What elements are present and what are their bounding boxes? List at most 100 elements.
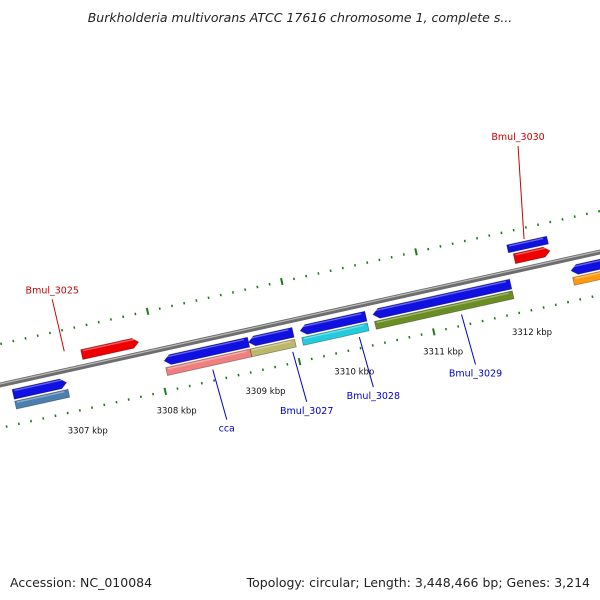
scale-tick [268, 282, 271, 286]
gene-feature[interactable] [299, 310, 368, 335]
tick-layer: 3307 kbp 3308 kbp 3309 kbp 3310 kbp 3311 kbp… [0, 209, 600, 436]
scale-tick [200, 381, 203, 385]
scale-tick [134, 312, 137, 316]
gene-arrow[interactable] [374, 290, 515, 330]
scale-tick [493, 316, 496, 320]
gene-feature[interactable] [249, 338, 297, 358]
gene-arrow[interactable] [249, 338, 297, 358]
gene-arrow[interactable] [512, 246, 551, 265]
gene-highlight [376, 292, 509, 324]
scale-tick [237, 373, 240, 377]
gene-arrow[interactable] [570, 255, 600, 275]
scale-tick [359, 346, 362, 350]
scale-tick [585, 212, 588, 216]
backbone-line [0, 249, 600, 388]
scale-tick [24, 337, 27, 340]
scale-tick [183, 301, 186, 305]
scale-tick [109, 318, 112, 321]
gene-arrow[interactable] [11, 378, 68, 400]
scale-tick [292, 277, 296, 281]
scale-tick [500, 231, 503, 235]
scale-tick [476, 236, 479, 240]
scale-tick [274, 365, 277, 369]
gene-feature[interactable] [11, 378, 68, 400]
map-title: Burkholderia multivorans ATCC 17616 chro… [87, 10, 513, 25]
scale-tick [0, 342, 3, 346]
scale-tick [170, 304, 174, 308]
gene-arrow[interactable] [163, 336, 251, 365]
gene-arrow[interactable] [14, 388, 71, 410]
gene-arrow[interactable] [301, 322, 370, 346]
scale-tick [444, 327, 448, 331]
scale-tick [598, 209, 600, 213]
scale-tick [371, 344, 374, 347]
gene-arrow[interactable] [506, 235, 549, 254]
gene-label[interactable]: Bmul_3025 [26, 285, 79, 296]
scale-tick [329, 269, 332, 273]
gene-highlight [508, 237, 544, 247]
scale-tick [457, 325, 460, 328]
scale-tick [231, 291, 235, 294]
scale-tick [383, 341, 387, 345]
scale-tick [261, 368, 264, 372]
gene-arrow[interactable] [372, 278, 513, 319]
accession-text: Accession: NC_010084 [10, 575, 153, 590]
scale-tick [335, 352, 338, 355]
scale-tick [347, 349, 350, 353]
gene-feature[interactable] [372, 278, 513, 319]
scale-tick [145, 307, 150, 315]
scale-tick [286, 362, 289, 366]
gene-feature[interactable] [572, 266, 600, 286]
scale-tick [122, 315, 125, 319]
gene-feature[interactable] [374, 290, 515, 330]
gene-highlight [14, 379, 62, 392]
scale-tick [549, 220, 552, 224]
scale-tick [420, 333, 423, 336]
gene-arrow[interactable] [80, 337, 140, 360]
scale-tick [317, 272, 320, 275]
gene-highlight [301, 312, 362, 328]
kbp-tick-label: 3310 kbp [334, 367, 374, 377]
scale-tick [542, 306, 545, 309]
scale-tick [207, 296, 210, 300]
scale-tick [5, 425, 8, 428]
gene-feature[interactable] [14, 388, 71, 410]
scale-tick [163, 387, 168, 396]
scale-tick [322, 354, 325, 358]
gene-feature[interactable] [512, 246, 551, 265]
scale-tick [54, 414, 57, 418]
gene-label[interactable]: cca [219, 424, 235, 435]
gene-label[interactable]: Bmul_3029 [449, 368, 502, 379]
kbp-tick-label: 3309 kbp [245, 387, 285, 397]
gene-label[interactable]: Bmul_3028 [347, 391, 400, 402]
scale-tick [488, 234, 491, 237]
backbone-highlight [0, 250, 600, 385]
scale-tick [115, 400, 118, 404]
gene-label[interactable]: Bmul_3030 [491, 132, 544, 143]
gene-feature[interactable] [247, 327, 295, 347]
scale-tick [152, 392, 155, 396]
gene-arrow[interactable] [572, 266, 600, 286]
scale-tick [573, 215, 576, 218]
scale-tick [530, 308, 533, 312]
gene-feature[interactable] [570, 255, 600, 275]
scale-tick [36, 334, 39, 338]
scale-tick [341, 266, 344, 270]
scale-tick [427, 247, 430, 251]
scale-tick [469, 322, 472, 326]
scale-tick [61, 328, 64, 332]
scale-tick [97, 320, 100, 324]
scale-tick [566, 300, 570, 304]
gene-leader-line [517, 145, 525, 240]
gene-feature[interactable] [506, 235, 549, 254]
gene-highlight [249, 329, 289, 340]
gene-arrow[interactable] [299, 310, 368, 335]
gene-feature[interactable] [163, 336, 251, 365]
gene-feature[interactable] [301, 322, 370, 346]
scale-tick [518, 311, 521, 315]
scale-tick [219, 293, 222, 297]
gene-label[interactable]: Bmul_3027 [280, 406, 333, 417]
gene-arrow[interactable] [247, 327, 295, 347]
gene-feature[interactable] [80, 337, 140, 360]
